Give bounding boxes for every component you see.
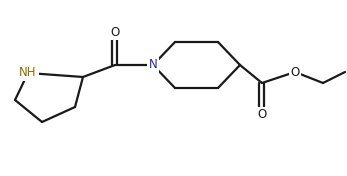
Text: O: O bbox=[110, 26, 120, 39]
Text: N: N bbox=[149, 58, 158, 71]
Text: O: O bbox=[290, 65, 299, 78]
Text: O: O bbox=[257, 108, 266, 121]
Text: NH: NH bbox=[19, 67, 37, 80]
